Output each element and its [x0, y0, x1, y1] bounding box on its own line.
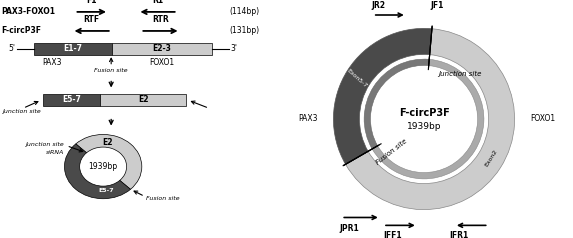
Text: RTR: RTR: [152, 15, 169, 24]
Wedge shape: [76, 134, 142, 189]
Text: R1: R1: [152, 0, 163, 5]
Text: siRNA: siRNA: [46, 150, 64, 155]
Bar: [112, 43, 212, 55]
Text: Exon2: Exon2: [484, 148, 499, 167]
Text: E2: E2: [102, 138, 113, 147]
Text: Fusion site: Fusion site: [146, 196, 180, 201]
Text: (114bp): (114bp): [229, 7, 260, 16]
Wedge shape: [372, 59, 484, 179]
Text: 1939bp: 1939bp: [89, 162, 117, 171]
Wedge shape: [65, 144, 131, 199]
Text: FOXO1: FOXO1: [531, 114, 555, 124]
Text: F-circP3F: F-circP3F: [1, 26, 41, 35]
Wedge shape: [333, 28, 432, 164]
Text: Junction site: Junction site: [25, 142, 64, 147]
Bar: [100, 94, 186, 106]
Text: PAX3: PAX3: [42, 58, 61, 67]
Text: Exon5-7: Exon5-7: [346, 68, 368, 88]
Text: Fusion site: Fusion site: [95, 68, 128, 73]
Text: JFR1: JFR1: [450, 231, 469, 238]
Text: E5-7: E5-7: [98, 188, 114, 193]
Bar: [34, 43, 112, 55]
Text: PAX3: PAX3: [298, 114, 317, 124]
Text: E5-7: E5-7: [62, 95, 81, 104]
Text: F1: F1: [87, 0, 97, 5]
Text: Junction site: Junction site: [438, 71, 481, 77]
Text: 3': 3': [231, 44, 238, 53]
Text: JPR1: JPR1: [339, 224, 359, 233]
Text: 1939bp: 1939bp: [407, 122, 441, 131]
Text: JFF1: JFF1: [383, 231, 402, 238]
Text: F-circP3F: F-circP3F: [399, 109, 449, 119]
Text: E2-3: E2-3: [152, 44, 171, 53]
Text: JF1: JF1: [430, 1, 444, 10]
Text: PAX3-FOXO1: PAX3-FOXO1: [1, 7, 56, 16]
Wedge shape: [346, 29, 515, 210]
Text: E2: E2: [138, 95, 148, 104]
Text: (131bp): (131bp): [229, 26, 260, 35]
Wedge shape: [364, 59, 429, 149]
Text: E1-7: E1-7: [64, 44, 83, 53]
Bar: [43, 94, 100, 106]
Text: 5': 5': [9, 44, 16, 53]
Text: FOXO1: FOXO1: [150, 58, 174, 67]
Text: Fusion site: Fusion site: [375, 138, 409, 166]
Text: RTF: RTF: [84, 15, 100, 24]
Text: JR2: JR2: [371, 1, 385, 10]
Text: Junction site: Junction site: [2, 109, 41, 114]
